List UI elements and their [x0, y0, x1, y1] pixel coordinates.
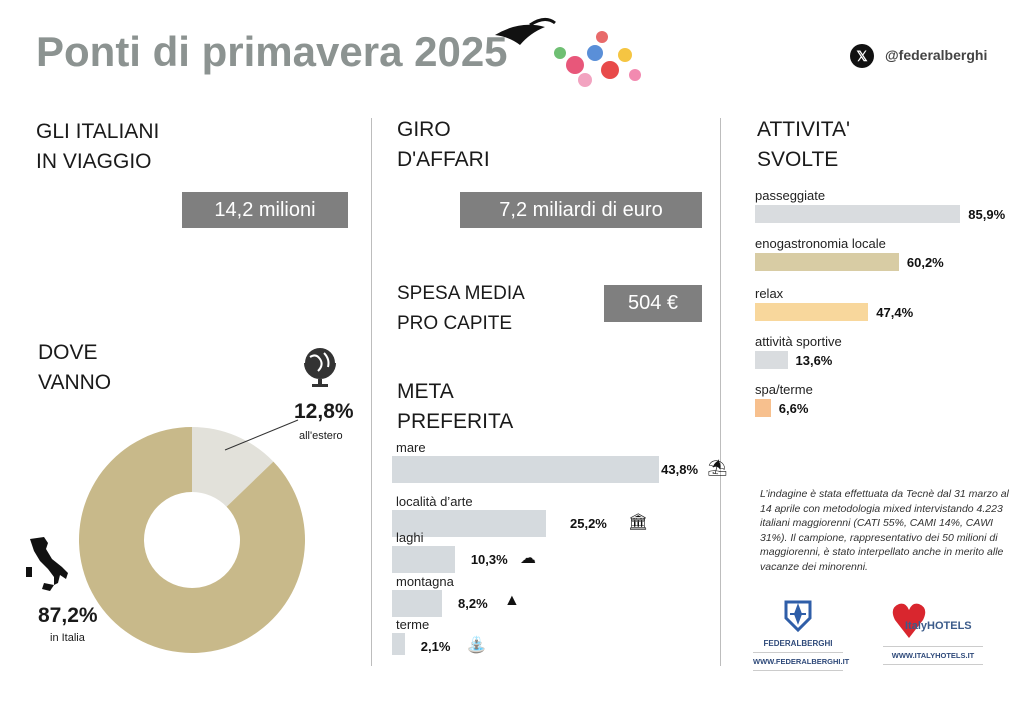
donut-slice-italy: [79, 427, 305, 653]
mountain-icon: ▲: [504, 592, 520, 609]
destination-value: 8,2%: [458, 596, 488, 611]
destination-label: terme: [396, 617, 430, 632]
methodology-note: L’indagine è stata effettuata da Tecnè d…: [760, 488, 1009, 573]
heading-line: GLI ITALIANI: [36, 120, 160, 143]
abroad-label: all'estero: [299, 430, 343, 442]
destination-bar: [392, 590, 443, 617]
heading-line: SPESA MEDIA: [397, 283, 525, 304]
destination-value: 2,1%: [420, 639, 451, 654]
activity-label: spa/terme: [755, 382, 813, 397]
destination-bar: [392, 546, 455, 573]
activity-bar: [755, 253, 899, 271]
destination-label: località d’arte: [396, 494, 473, 509]
activity-value: 6,6%: [778, 401, 809, 416]
activity-value: 47,4%: [876, 305, 914, 320]
spend-value-box: 504 €: [604, 285, 702, 322]
heading-line: D'AFFARI: [397, 148, 490, 171]
federalberghi-logo[interactable]: FEDERALBERGHI WWW.FEDERALBERGHI.IT: [753, 598, 849, 671]
abroad-value: 12,8%: [294, 400, 354, 423]
heading-line: META: [397, 380, 454, 403]
destination-bar: [392, 633, 405, 655]
turnover-value-box: 7,2 miliardi di euro: [460, 192, 702, 228]
heading-line: PRO CAPITE: [397, 313, 513, 334]
destination-value: 25,2%: [570, 516, 607, 531]
page-title: Ponti di primavera 2025: [36, 28, 508, 75]
x-logo-icon: 𝕏: [850, 44, 874, 68]
destination-label: montagna: [396, 574, 454, 589]
heading-line: PREFERITA: [397, 410, 514, 433]
column-divider: [720, 118, 721, 666]
fountain-icon: ⛲: [466, 637, 487, 654]
italyhotels-logo[interactable]: ItalyHOTELS WWW.ITALYHOTELS.IT: [883, 598, 983, 665]
globe-icon: [304, 348, 336, 387]
italyhotels-name: ItalyHOTELS: [905, 620, 972, 632]
activity-value: 13,6%: [795, 353, 833, 368]
destination-heading: META PREFERITA: [397, 377, 513, 437]
activity-bar: [755, 303, 869, 321]
heart-icon: [892, 603, 926, 638]
social-handle[interactable]: @federalberghi: [885, 47, 988, 63]
heading-line: SVOLTE: [757, 148, 839, 171]
italyhotels-emblem: ItalyHOTELS: [883, 598, 983, 646]
activities-heading: ATTIVITA' SVOLTE: [757, 115, 850, 175]
activity-bar: [755, 351, 788, 369]
abroad-leader-line: [224, 419, 299, 451]
destination-value: 43,8%: [661, 462, 699, 477]
activity-label: enogastronomia locale: [755, 236, 886, 251]
federalberghi-name: FEDERALBERGHI: [763, 639, 833, 648]
activity-label: attività sportive: [755, 334, 842, 349]
federalberghi-emblem-icon: [784, 600, 812, 633]
federalberghi-url[interactable]: WWW.FEDERALBERGHI.IT: [753, 652, 849, 671]
destination-bar: [392, 456, 660, 483]
where-heading: DOVE VANNO: [38, 338, 111, 398]
italy-map-icon: [26, 537, 68, 591]
activity-bar: [755, 205, 961, 223]
donut-chart: [79, 427, 305, 653]
destination-value: 10,3%: [470, 552, 508, 567]
swallow-flowers-decoration: [495, 18, 641, 87]
museum-icon: 🏛: [628, 514, 649, 531]
destination-label: mare: [396, 440, 426, 455]
destination-bar: [392, 510, 546, 537]
activity-label: passeggiate: [755, 188, 826, 203]
italy-value: 87,2%: [38, 604, 98, 627]
turnover-heading: GIRO D'AFFARI: [397, 115, 490, 175]
activity-label: relax: [755, 286, 784, 301]
lake-icon: ☁: [520, 550, 536, 567]
travel-value-box: 14,2 milioni: [182, 192, 348, 228]
activity-value: 85,9%: [968, 207, 1006, 222]
spend-heading: SPESA MEDIA PRO CAPITE: [397, 279, 525, 339]
heading-line: IN VIAGGIO: [36, 150, 152, 173]
beach-umbrella-icon: ⛱: [707, 460, 728, 477]
activity-bar: [755, 399, 771, 417]
travel-heading: GLI ITALIANI IN VIAGGIO: [36, 117, 159, 177]
column-divider: [371, 118, 372, 666]
donut-slice-abroad: [192, 427, 274, 507]
heading-line: VANNO: [38, 371, 112, 394]
activity-value: 60,2%: [906, 255, 944, 270]
heading-line: ATTIVITA': [757, 118, 851, 141]
heading-line: GIRO: [397, 118, 451, 141]
italy-label: in Italia: [50, 632, 85, 644]
destination-label: laghi: [396, 530, 424, 545]
italyhotels-url[interactable]: WWW.ITALYHOTELS.IT: [883, 646, 983, 665]
heading-line: DOVE: [38, 341, 98, 364]
